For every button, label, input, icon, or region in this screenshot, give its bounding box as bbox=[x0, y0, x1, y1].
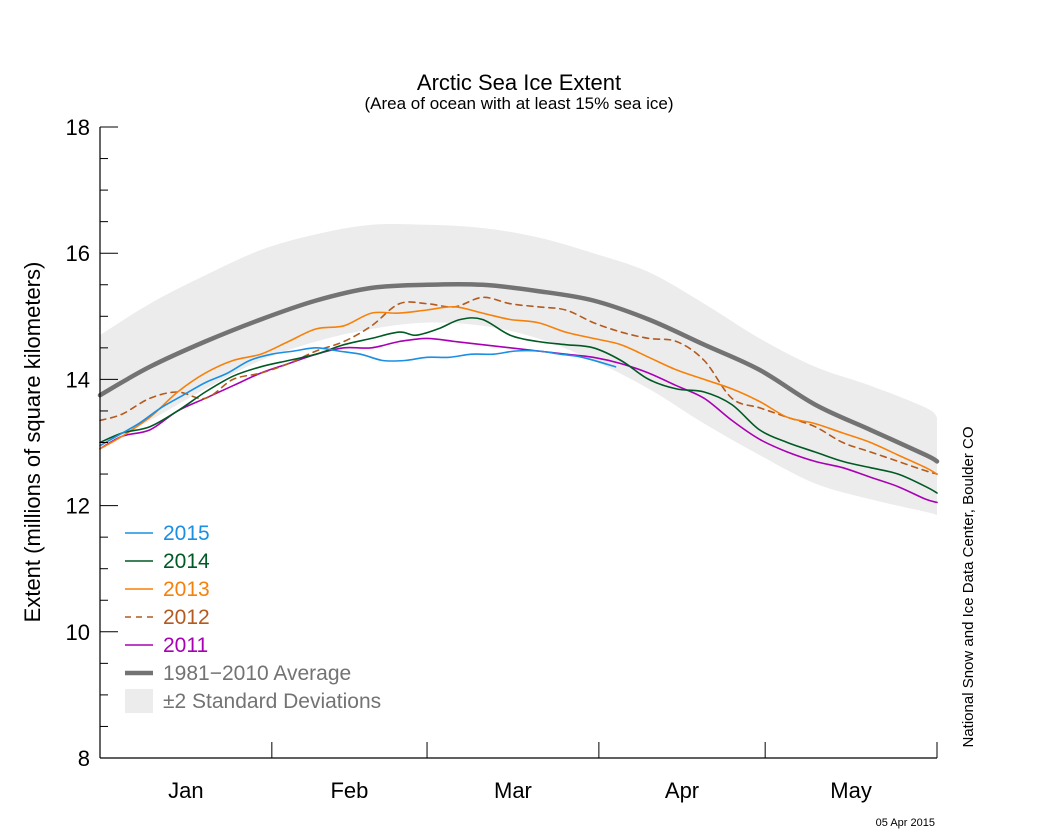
series-line-2011 bbox=[99, 337, 938, 504]
series-line-2013 bbox=[99, 305, 938, 475]
y-tick-label: 18 bbox=[66, 115, 90, 140]
series-line-2012 bbox=[99, 296, 938, 475]
series-layer bbox=[97, 281, 940, 504]
std-dev-band-layer bbox=[100, 223, 937, 516]
credit-text: National Snow and Ice Data Center, Bould… bbox=[960, 426, 977, 747]
series-line-2015 bbox=[99, 347, 617, 447]
x-tick-label: May bbox=[830, 778, 872, 803]
legend-label: ±2 Standard Deviations bbox=[163, 690, 381, 713]
legend-label: 1981−2010 Average bbox=[163, 662, 351, 685]
x-tick-label: Feb bbox=[330, 778, 368, 803]
y-tick-label: 16 bbox=[66, 241, 90, 266]
y-axis-label: Extent (millions of square kilometers) bbox=[20, 262, 45, 623]
legend-label: 2011 bbox=[163, 634, 208, 657]
x-tick-label: Jan bbox=[168, 778, 203, 803]
legend-label: 2015 bbox=[163, 522, 210, 545]
std-dev-band bbox=[100, 223, 937, 516]
y-tick-label: 8 bbox=[78, 746, 90, 771]
date-stamp: 05 Apr 2015 bbox=[876, 817, 935, 829]
legend-label: 2013 bbox=[163, 578, 210, 601]
chart-title: Arctic Sea Ice Extent bbox=[417, 70, 621, 95]
x-tick-label: Mar bbox=[494, 778, 532, 803]
series-line-2014 bbox=[99, 317, 938, 494]
series-line-1981-2010-average bbox=[97, 281, 940, 464]
x-tick-label: Apr bbox=[665, 778, 699, 803]
chart-subtitle: (Area of ocean with at least 15% sea ice… bbox=[365, 94, 674, 113]
y-tick-label: 14 bbox=[66, 367, 90, 392]
y-tick-label: 10 bbox=[66, 620, 90, 645]
legend: 2015 2014 2013 2012 2011 1981−2010 Average ±2 … bbox=[125, 522, 381, 713]
y-tick-label: 12 bbox=[66, 494, 90, 519]
legend-label: 2012 bbox=[163, 606, 210, 629]
legend-label: 2014 bbox=[163, 550, 210, 573]
axis-layer: 8 10 12 14 16 18 Jan Feb Mar Apr May bbox=[66, 115, 938, 803]
legend-swatch bbox=[125, 689, 153, 713]
